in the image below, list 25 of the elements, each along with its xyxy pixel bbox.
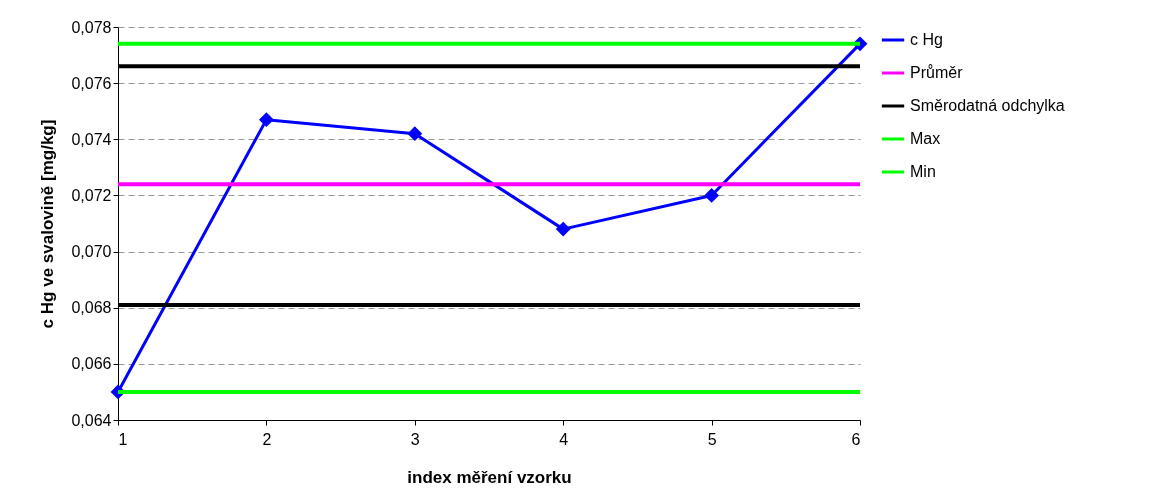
y-axis-title: c Hg ve svalovině [mg/kg] — [38, 119, 58, 329]
y-tick-label: 0,064 — [71, 411, 112, 429]
x-tick-label: 6 — [851, 430, 861, 448]
point — [407, 126, 423, 142]
y-tick-label: 0,066 — [71, 355, 112, 373]
y-tick-label: 0,068 — [71, 299, 112, 317]
point — [555, 221, 571, 237]
point — [258, 112, 274, 128]
legend-label: Min — [910, 163, 936, 180]
legend-label: c Hg — [910, 31, 943, 48]
y-tick-label: 0,070 — [71, 243, 112, 261]
y-tick-label: 0,078 — [71, 18, 112, 36]
y-tick-label: 0,076 — [71, 74, 112, 92]
x-tick-label: 4 — [559, 430, 569, 448]
x-tick-label: 2 — [262, 430, 272, 448]
x-tick-label: 3 — [410, 430, 420, 448]
y-tick-label: 0,072 — [71, 186, 112, 204]
y-tick-label: 0,074 — [71, 130, 112, 148]
x-tick-label: 5 — [707, 430, 717, 448]
x-axis-title: index měření vzorku — [407, 467, 572, 487]
legend-label: Max — [910, 130, 941, 147]
legend-label: Směrodatná odchylka — [910, 97, 1065, 114]
point — [704, 188, 720, 203]
legend-label: Průměr — [910, 64, 964, 81]
x-tick-label: 1 — [118, 430, 128, 448]
